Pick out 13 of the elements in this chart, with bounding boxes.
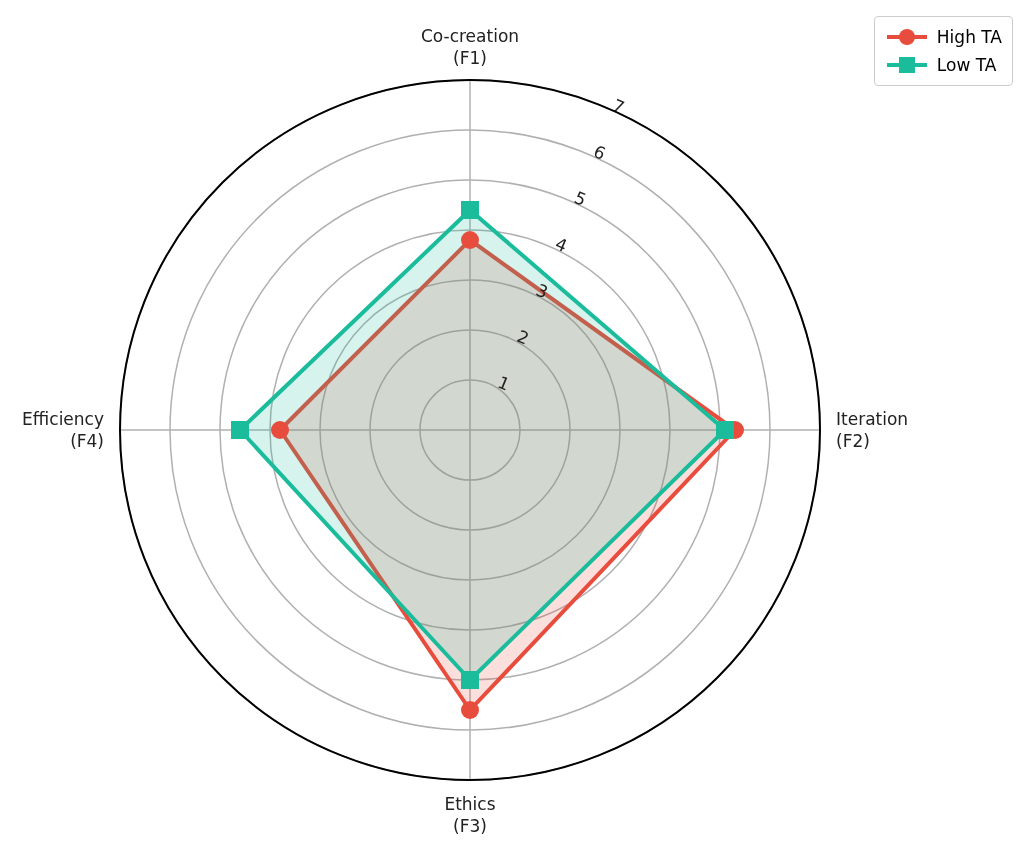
y-tick-label: 2 [514,325,532,349]
spoke-label: Ethics (F3) [444,794,496,836]
y-tick-label: 3 [533,279,551,303]
legend-label: High TA [936,26,1002,49]
y-tick-label: 5 [571,187,590,210]
y-tick-label: 4 [552,233,571,257]
y-tick-label: 7 [609,94,628,118]
spoke-label: Efficiency (F4) [22,409,104,451]
legend-label: Low TA [936,54,997,77]
y-tick-label: 1 [494,372,513,395]
spoke-label: Co-creation (F1) [420,26,520,68]
y-tick-label: 6 [590,141,609,164]
spoke-label: Iteration (F2) [836,409,909,451]
